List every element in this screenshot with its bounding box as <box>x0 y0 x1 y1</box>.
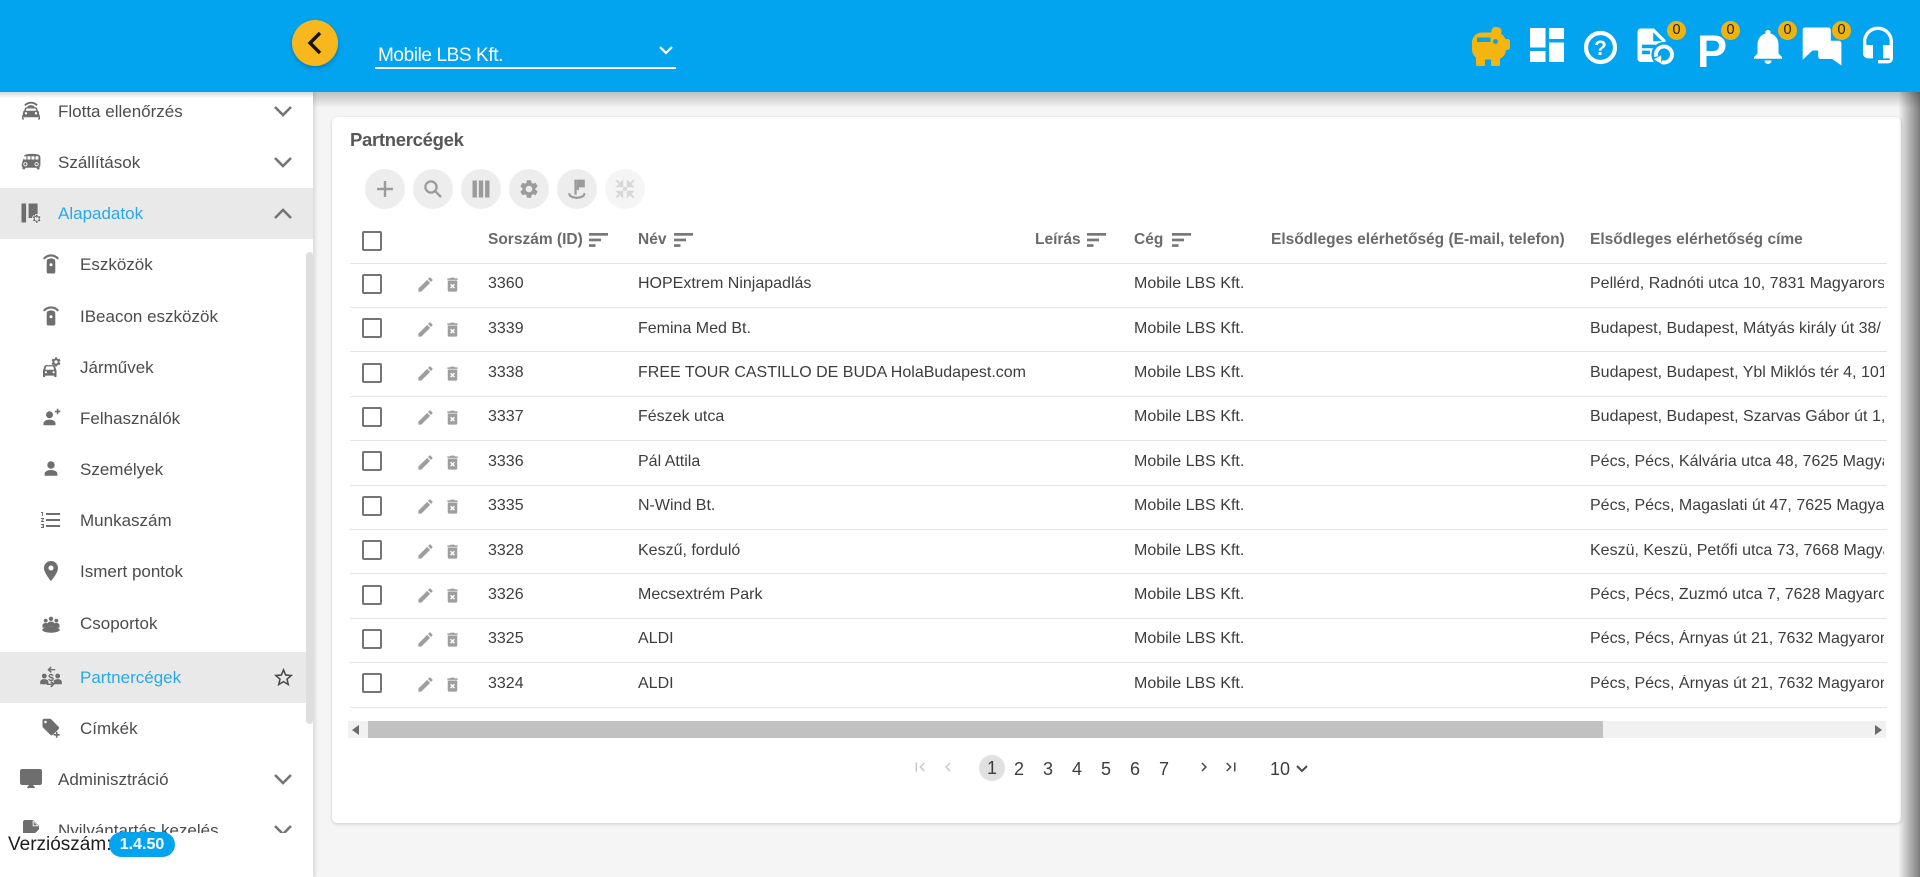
svg-text:?: ? <box>1594 37 1607 60</box>
svg-text:$: $ <box>48 672 54 684</box>
